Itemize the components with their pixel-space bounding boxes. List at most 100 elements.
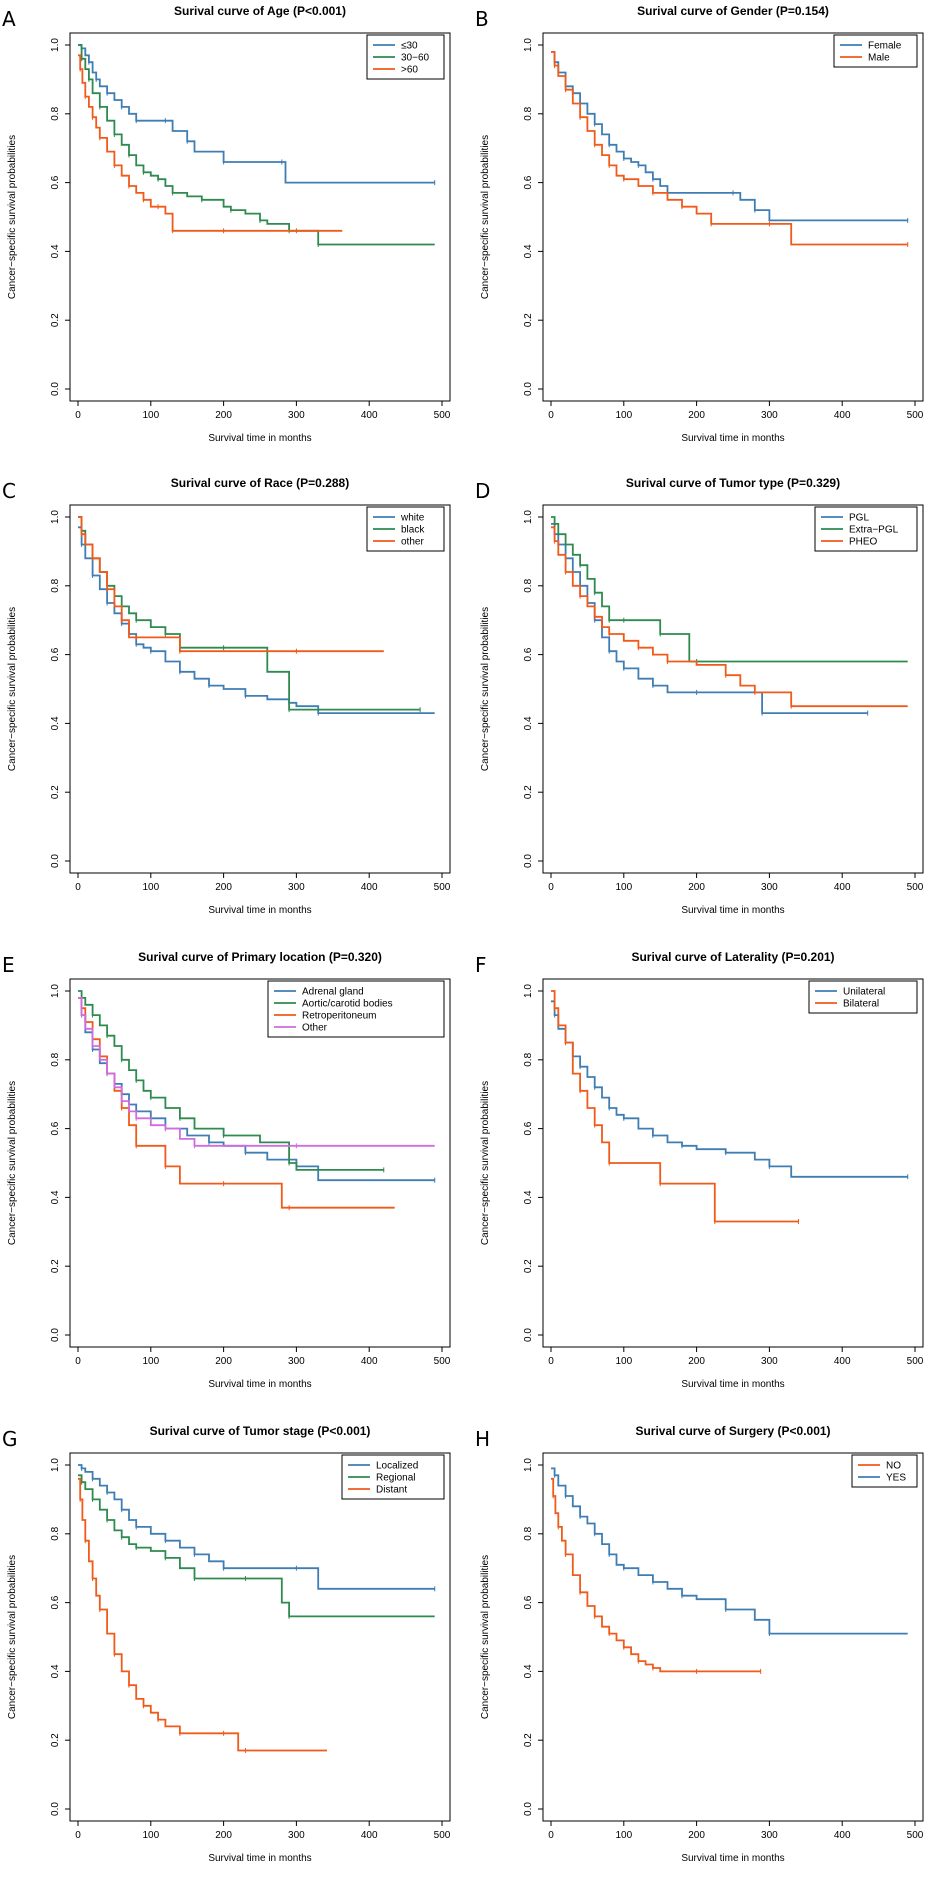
legend-label: NO [886,1461,901,1472]
chart-title: Surival curve of Laterality (P=0.201) [631,950,834,964]
x-tick-label: 500 [434,882,451,893]
series-line [78,1477,327,1752]
series-line [78,54,343,232]
legend-label: YES [886,1473,906,1484]
series-line [78,997,435,1182]
y-tick-label: 0.8 [50,1052,61,1066]
y-axis-label: Cancer−specific survival probabilities [7,135,18,299]
panel-f: F Surival curve of Laterality (P=0.201) 0 1… [475,950,924,1390]
x-tick-label: 200 [688,882,705,893]
panel-a: A Surival curve of Age (P<0.001) 0 100 200 30… [2,4,451,444]
x-tick-label: 500 [907,410,924,421]
y-tick-label: 0.8 [50,106,61,120]
x-tick-label: 200 [215,410,232,421]
x-tick-label: 300 [288,410,305,421]
x-axis-label: Survival time in months [208,905,311,916]
x-axis-label: Survival time in months [208,433,311,444]
legend-label: Extra−PGL [849,525,899,536]
series-line [78,1474,435,1618]
panel-letter: E [2,953,15,977]
x-tick-label: 0 [75,882,81,893]
y-axis-label: Cancer−specific survival probabilities [7,1081,18,1245]
legend-label: Retroperitoneum [302,1011,376,1022]
y-tick-label: 0.4 [50,1664,61,1678]
panel-d: D Surival curve of Tumor type (P=0.329) 0 1… [475,476,924,916]
legend-label: Adrenal gland [302,987,364,998]
y-tick-label: 0.6 [523,1595,534,1609]
y-tick-label: 0.4 [523,716,534,730]
x-tick-label: 0 [548,882,554,893]
x-tick-label: 400 [361,1830,378,1841]
series-line [78,526,435,714]
panel-letter: D [475,479,490,503]
legend-label: Distant [376,1485,407,1496]
series-line [551,1000,908,1178]
x-tick-label: 400 [834,1356,851,1367]
x-tick-label: 400 [361,410,378,421]
x-tick-label: 100 [142,410,159,421]
plot-frame [542,978,924,1348]
panel-e: E Surival curve of Primary location (P=0.… [2,950,451,1390]
y-tick-label: 1.0 [50,1458,61,1472]
x-tick-label: 0 [75,1830,81,1841]
x-axis-label: Survival time in months [681,1853,784,1864]
x-tick-label: 200 [215,882,232,893]
y-tick-label: 1.0 [523,510,534,524]
y-tick-label: 1.0 [50,510,61,524]
x-tick-label: 100 [142,1830,159,1841]
x-tick-label: 400 [361,882,378,893]
y-tick-label: 0.6 [50,647,61,661]
x-tick-label: 200 [688,410,705,421]
x-tick-label: 400 [834,410,851,421]
y-axis-label: Cancer−specific survival probabilities [480,135,491,299]
panel-letter: F [475,953,487,977]
x-tick-label: 100 [615,882,632,893]
series-line [551,526,908,708]
y-tick-label: 0.0 [50,854,61,868]
y-tick-label: 1.0 [523,38,534,52]
x-tick-label: 500 [434,1356,451,1367]
legend-label: Female [868,41,902,52]
x-axis-label: Survival time in months [681,1379,784,1390]
y-tick-label: 0.4 [50,1190,61,1204]
chart-title: Surival curve of Surgery (P<0.001) [635,1424,830,1438]
panel-letter: G [2,1427,18,1451]
y-tick-label: 0.6 [50,175,61,189]
plot-frame [69,978,451,1348]
legend-box [833,34,918,68]
y-tick-label: 0.4 [523,244,534,258]
x-tick-label: 0 [75,1356,81,1367]
legend-label: ≤30 [401,41,418,52]
y-tick-label: 1.0 [50,984,61,998]
series-line [551,1467,908,1635]
panel-letter: A [2,7,16,31]
series-line [78,44,435,184]
x-tick-label: 500 [434,1830,451,1841]
y-axis-label: Cancer−specific survival probabilities [480,1555,491,1719]
legend-label: >60 [401,65,418,76]
y-tick-label: 0.6 [523,647,534,661]
x-tick-label: 100 [615,1830,632,1841]
panel-letter: H [475,1427,490,1451]
x-tick-label: 100 [142,1356,159,1367]
y-tick-label: 0.0 [523,382,534,396]
plot-frame [542,32,924,402]
x-axis-label: Survival time in months [208,1853,311,1864]
chart-title: Surival curve of Primary location (P=0.3… [138,950,382,964]
x-axis-label: Survival time in months [681,433,784,444]
x-tick-label: 200 [688,1830,705,1841]
y-tick-label: 0.8 [523,1526,534,1540]
y-tick-label: 0.8 [50,1526,61,1540]
y-tick-label: 0.6 [523,1121,534,1135]
x-tick-label: 200 [215,1830,232,1841]
series-line [551,523,868,714]
y-tick-label: 0.2 [50,1259,61,1273]
y-tick-label: 0.2 [50,313,61,327]
y-tick-label: 0.2 [523,1259,534,1273]
y-axis-label: Cancer−specific survival probabilities [7,1555,18,1719]
x-tick-label: 500 [434,410,451,421]
y-tick-label: 0.2 [50,1733,61,1747]
legend-label: Regional [376,1473,415,1484]
y-tick-label: 0.2 [50,785,61,799]
chart-title: Surival curve of Gender (P=0.154) [637,4,829,18]
